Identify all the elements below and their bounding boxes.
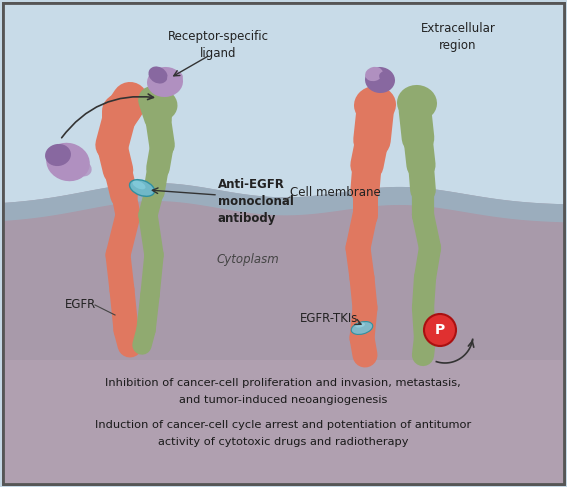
Text: EGFR: EGFR	[65, 299, 96, 312]
Text: Induction of cancer-cell cycle arrest and potentiation of antitumor: Induction of cancer-cell cycle arrest an…	[95, 420, 471, 430]
Ellipse shape	[142, 89, 177, 121]
Ellipse shape	[45, 144, 71, 166]
Ellipse shape	[147, 67, 183, 97]
Ellipse shape	[73, 160, 92, 176]
Ellipse shape	[354, 86, 396, 124]
Polygon shape	[3, 183, 564, 370]
Ellipse shape	[46, 143, 90, 181]
Ellipse shape	[365, 67, 383, 81]
Text: and tumor-induced neoangiogenesis: and tumor-induced neoangiogenesis	[179, 395, 387, 405]
Ellipse shape	[425, 325, 445, 335]
Polygon shape	[3, 3, 564, 204]
Text: Inhibition of cancer-cell proliferation and invasion, metastasis,: Inhibition of cancer-cell proliferation …	[105, 378, 461, 388]
Ellipse shape	[397, 85, 437, 121]
Text: activity of cytotoxic drugs and radiotherapy: activity of cytotoxic drugs and radiothe…	[158, 437, 408, 447]
Ellipse shape	[365, 67, 395, 93]
Text: Anti-EGFR
monoclonal
antibody: Anti-EGFR monoclonal antibody	[218, 178, 294, 225]
Ellipse shape	[167, 71, 183, 85]
Ellipse shape	[133, 181, 146, 189]
Text: Receptor-specific
ligand: Receptor-specific ligand	[167, 30, 269, 60]
FancyBboxPatch shape	[3, 3, 564, 484]
Text: EGFR-TKIs: EGFR-TKIs	[300, 312, 358, 324]
Ellipse shape	[129, 180, 154, 196]
Polygon shape	[3, 183, 564, 222]
Ellipse shape	[149, 66, 167, 84]
Ellipse shape	[379, 71, 393, 83]
Ellipse shape	[352, 321, 373, 335]
Ellipse shape	[102, 93, 142, 128]
Circle shape	[424, 314, 456, 346]
Text: Cytoplasm: Cytoplasm	[217, 254, 280, 266]
Ellipse shape	[355, 322, 365, 328]
Text: Extracellular
region: Extracellular region	[421, 22, 496, 52]
Text: Cell membrane: Cell membrane	[290, 186, 381, 199]
Text: P: P	[435, 323, 445, 337]
Bar	[3, 360, 564, 484]
